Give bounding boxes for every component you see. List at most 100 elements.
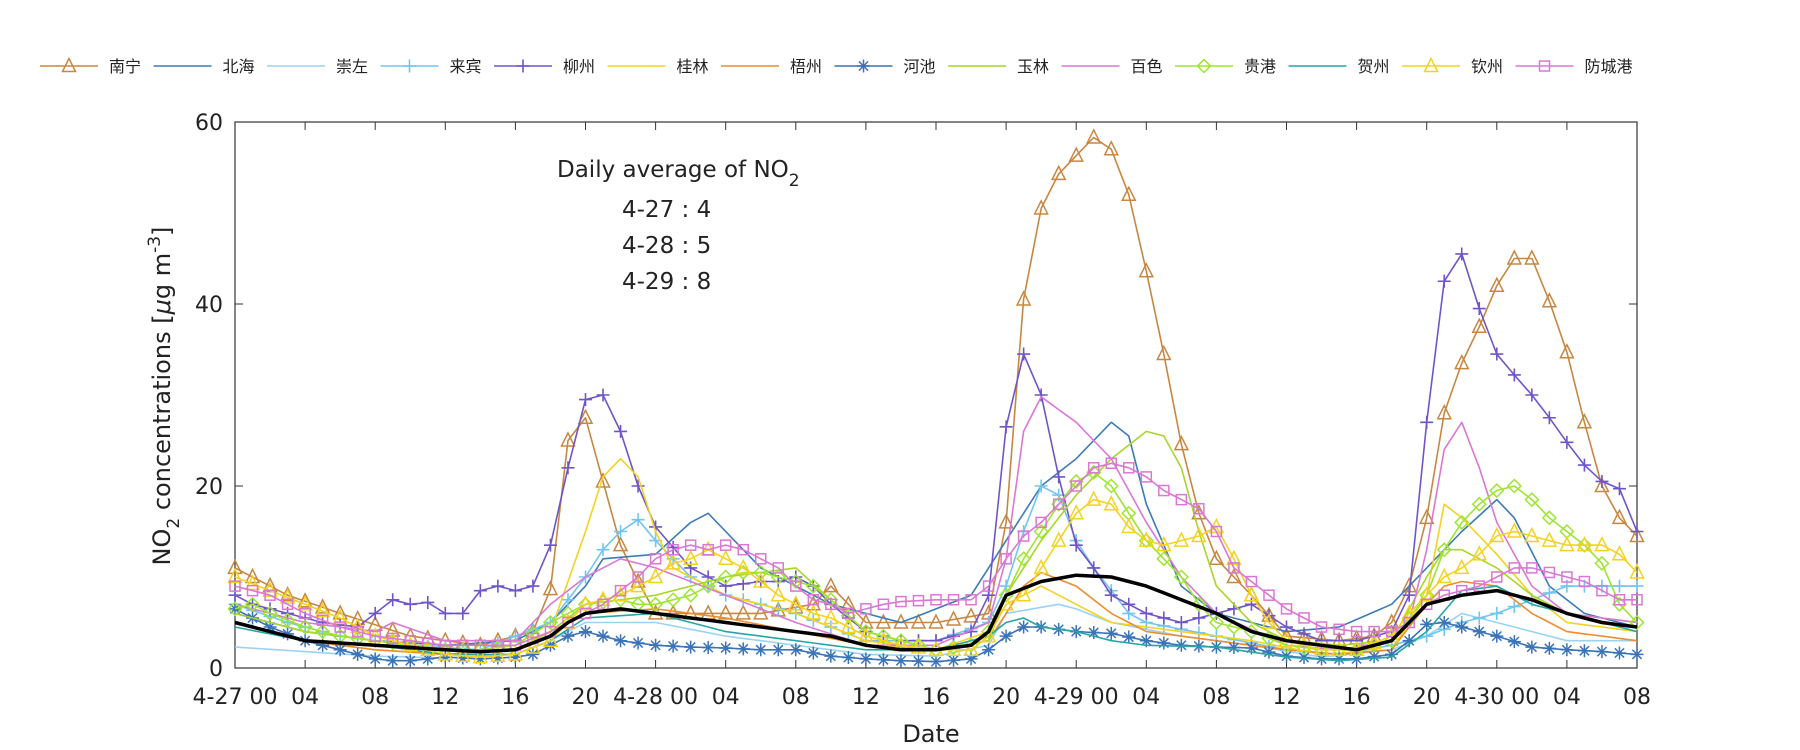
data-point xyxy=(1613,594,1626,606)
data-point xyxy=(1104,626,1118,640)
plot-area: 0 20 40 60 4-27 00 04 08 12 16 20 4-28 00 04 08 12 16 2… xyxy=(193,111,1651,710)
data-point xyxy=(702,543,714,556)
data-point xyxy=(491,579,505,593)
x-tick-label: 20 xyxy=(1413,685,1441,710)
data-point xyxy=(262,605,278,621)
data-point xyxy=(1000,553,1012,565)
legend-label: 北海 xyxy=(223,57,255,76)
data-point xyxy=(1402,634,1416,648)
data-point xyxy=(805,578,821,594)
data-point xyxy=(334,621,346,633)
data-point xyxy=(1191,526,1207,543)
data-point xyxy=(1490,606,1504,620)
legend-entry: 贺州 xyxy=(1288,57,1390,76)
data-point xyxy=(351,647,365,661)
series-line xyxy=(234,136,1638,647)
data-point xyxy=(386,593,400,607)
data-point xyxy=(1543,566,1556,579)
data-point xyxy=(316,614,329,626)
data-point xyxy=(1541,531,1558,547)
data-point xyxy=(1526,562,1538,574)
data-point xyxy=(1612,482,1626,496)
data-point xyxy=(719,641,733,655)
data-point xyxy=(858,626,874,643)
legend-entry: 来宾 xyxy=(380,57,482,76)
data-point xyxy=(1086,128,1102,144)
legend-entry: 梧州 xyxy=(721,57,822,76)
annotation-line-1: 4-27 : 4 xyxy=(622,197,711,223)
data-point xyxy=(753,604,769,620)
data-point xyxy=(1104,588,1118,602)
data-point xyxy=(1418,508,1435,525)
data-point xyxy=(491,651,505,665)
y-axis-label: NO2 concentrations [μg m-3] xyxy=(145,227,184,566)
data-point xyxy=(244,567,261,584)
data-point xyxy=(1332,652,1346,666)
data-point xyxy=(666,639,680,653)
data-point xyxy=(631,513,645,527)
data-point xyxy=(842,607,855,620)
data-point xyxy=(998,513,1014,529)
data-point xyxy=(649,553,662,565)
data-point xyxy=(561,629,575,643)
data-point xyxy=(1525,388,1539,402)
data-point xyxy=(1174,638,1188,652)
data-point xyxy=(717,604,734,620)
data-point xyxy=(840,617,857,634)
data-point xyxy=(719,539,732,551)
series-lines xyxy=(227,128,1645,669)
data-point xyxy=(386,654,400,668)
data-point xyxy=(614,525,628,538)
data-point xyxy=(244,574,261,591)
data-point xyxy=(1489,276,1505,293)
data-point xyxy=(1611,508,1628,525)
data-point xyxy=(1103,495,1119,511)
data-point xyxy=(982,643,996,657)
data-point xyxy=(508,584,522,598)
data-point xyxy=(1367,650,1381,664)
data-point xyxy=(1192,611,1206,625)
data-point xyxy=(665,604,681,620)
legend-label: 贵港 xyxy=(1244,57,1276,76)
data-point xyxy=(982,580,995,592)
data-point xyxy=(455,646,471,662)
data-point xyxy=(386,632,399,645)
data-point xyxy=(1157,611,1171,625)
data-point xyxy=(649,638,663,652)
data-point xyxy=(858,624,874,640)
data-point xyxy=(227,601,243,617)
data-point xyxy=(805,595,822,611)
data-point xyxy=(1122,630,1136,644)
data-point xyxy=(1611,545,1628,561)
x-tick-label: 08 xyxy=(1623,685,1651,710)
data-point xyxy=(1138,531,1155,547)
data-point xyxy=(1524,492,1540,508)
data-point xyxy=(876,653,890,667)
data-point xyxy=(963,640,979,657)
data-point xyxy=(1402,588,1416,602)
data-point xyxy=(1139,606,1153,620)
legend-label: 来宾 xyxy=(450,57,482,76)
data-point xyxy=(910,638,927,654)
data-point xyxy=(402,636,418,652)
data-point xyxy=(369,630,381,642)
y-tick-label: 60 xyxy=(195,111,223,136)
data-point xyxy=(632,571,644,583)
data-point xyxy=(612,586,629,602)
annotation-line-2: 4-28 : 5 xyxy=(622,233,711,259)
data-point xyxy=(1631,594,1643,606)
data-point xyxy=(753,572,769,588)
data-point xyxy=(1173,569,1189,585)
data-point xyxy=(1298,612,1310,624)
data-point xyxy=(1016,551,1032,567)
data-point xyxy=(421,652,435,666)
data-point xyxy=(1473,580,1486,592)
data-point xyxy=(1208,549,1225,566)
data-point xyxy=(1454,353,1470,370)
data-point xyxy=(1490,629,1504,643)
data-point xyxy=(1015,290,1032,306)
data-point xyxy=(823,592,839,608)
data-point xyxy=(930,594,942,606)
data-point xyxy=(614,424,628,438)
